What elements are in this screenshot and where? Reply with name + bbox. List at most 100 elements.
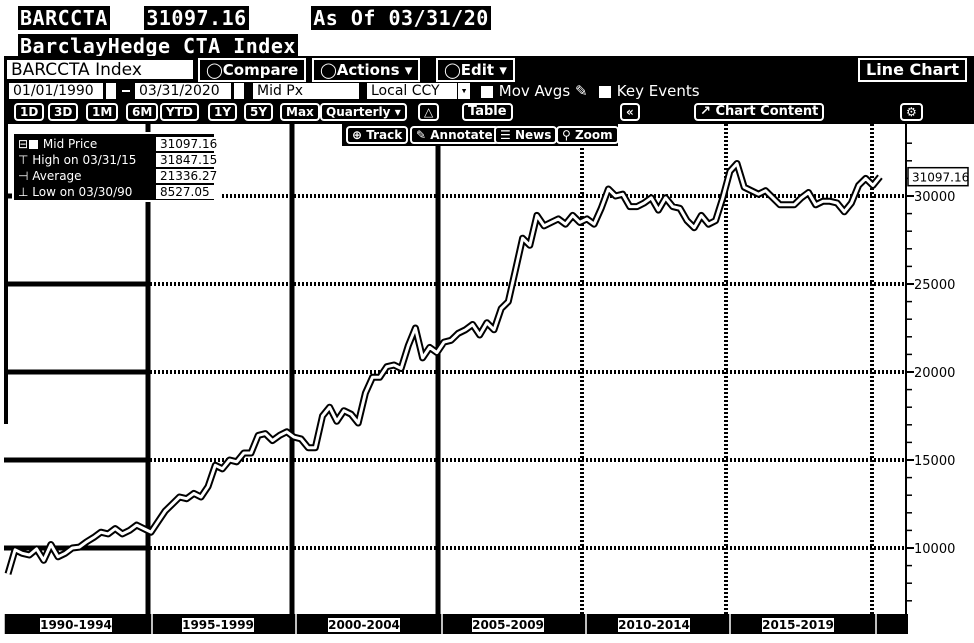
y-tick-label: 15000 — [914, 454, 955, 469]
x-tick-label-bg — [328, 618, 400, 632]
legend-value: 8527.05 — [156, 185, 222, 199]
y-tick-label: 10000 — [914, 542, 955, 557]
field-select[interactable]: Mid Px — [252, 82, 360, 100]
pencil-icon[interactable]: ✎ — [574, 82, 588, 100]
dropdown-arrow-icon: ▾ — [499, 61, 507, 79]
period-5y[interactable]: 5Y — [244, 103, 274, 121]
frequency-select[interactable]: Quarterly ▾ — [320, 103, 407, 121]
y-axis: 10000 15000 20000 25000 30000 31097.16 — [905, 124, 969, 618]
double-chevron-left-icon: « — [626, 105, 634, 119]
x-tick-label: 2010-2014 — [618, 618, 690, 632]
end-date-field[interactable]: 03/31/2020 — [134, 82, 232, 100]
image-icon: △ — [424, 105, 434, 119]
high-marker-icon: ⊤ — [18, 153, 29, 167]
compare-button[interactable]: ◯Compare — [198, 58, 307, 82]
chart-type-button[interactable]: Line Chart — [858, 58, 967, 82]
legend-row-high: ⊤ High on 03/31/15 — [18, 153, 136, 167]
key-events-label: Key Events — [616, 82, 700, 100]
dropdown-arrow-icon: ▾ — [394, 105, 401, 119]
legend-label: High on 03/31/15 — [32, 153, 137, 167]
x-tick-label-bg — [40, 618, 112, 632]
actions-label: Actions — [336, 61, 400, 79]
period-6m[interactable]: 6M — [126, 103, 159, 121]
news-icon: ☰ — [500, 128, 511, 142]
legend-row-mid-price[interactable]: ⊟ Mid Price — [18, 137, 97, 151]
annotate-icon: ✎ — [416, 128, 427, 142]
legend-row-low: ⊥ Low on 03/30/90 — [18, 185, 132, 199]
zoom-button[interactable]: ⚲ Zoom — [556, 126, 619, 144]
key-events-toggle[interactable]: Key Events — [598, 82, 700, 100]
legend-label: Mid Price — [42, 137, 98, 151]
x-tick-label-bg — [182, 618, 254, 632]
y-tick-label: 20000 — [914, 366, 955, 381]
x-tick-label: 2000-2004 — [328, 618, 400, 632]
mov-avgs-checkbox[interactable] — [480, 84, 494, 99]
legend-label: Average — [32, 169, 82, 183]
dropdown-arrow-icon: ▾ — [404, 61, 413, 79]
legend-row-average: ⊣ Average — [18, 169, 82, 183]
legend-checkbox[interactable] — [28, 139, 40, 150]
track-label: Track — [366, 128, 403, 142]
chart-content-icon: ↗ — [700, 104, 711, 119]
start-date-field[interactable]: 01/01/1990 — [8, 82, 104, 100]
legend-value: 21336.27 — [156, 169, 222, 183]
period-1m[interactable]: 1M — [86, 103, 119, 121]
actions-icon: ◯ — [320, 61, 337, 79]
mov-avgs-toggle[interactable]: Mov Avgs ✎ — [480, 82, 588, 100]
average-marker-icon: ⊣ — [18, 169, 29, 183]
title-line-2: BarclayHedge CTA Index — [18, 34, 298, 58]
zoom-label: Zoom — [574, 128, 613, 142]
period-1d[interactable]: 1D — [14, 103, 45, 121]
annotate-label: Annotate — [430, 128, 493, 142]
collapse-icon[interactable]: ⊟ — [18, 137, 29, 151]
security-field[interactable]: BARCCTA Index — [6, 59, 194, 80]
edit-label: Edit — [460, 61, 495, 79]
date-range-dash — [122, 90, 130, 92]
x-axis: 1990-1994 1995-1999 2000-2004 2005-2009 2010… — [3, 614, 908, 634]
series-line — [6, 162, 882, 575]
period-ytd[interactable]: YTD — [160, 103, 199, 121]
start-date-calendar-icon[interactable] — [106, 83, 116, 99]
news-label: News — [514, 128, 552, 142]
currency-dropdown-icon[interactable]: ▾ — [458, 83, 470, 99]
mov-avgs-label: Mov Avgs — [498, 82, 571, 100]
image-button[interactable]: △ — [418, 103, 440, 121]
last-value-label: 31097.16 — [144, 6, 249, 30]
collapse-button[interactable]: « — [620, 103, 640, 121]
y-tick-label: 25000 — [914, 278, 955, 293]
x-tick-label-bg — [618, 618, 690, 632]
legend-box: ⊟ Mid Price 31097.16 ⊤ High on 03/31/15 … — [12, 132, 222, 202]
edit-button[interactable]: ◯Edit ▾ — [436, 58, 515, 82]
annotate-button[interactable]: ✎ Annotate — [410, 126, 499, 144]
x-tick-label-bg — [762, 618, 834, 632]
title-line-1: BARCCTA 31097.16 As Of 03/31/20 — [18, 6, 491, 30]
legend-value: 31097.16 — [156, 137, 222, 151]
settings-button[interactable]: ⚙ — [900, 103, 923, 121]
period-3d[interactable]: 3D — [48, 103, 79, 121]
x-tick-label: 1990-1994 — [40, 618, 112, 632]
x-tick-label: 2015-2019 — [762, 618, 834, 632]
currency-select[interactable]: Local CCY — [366, 82, 458, 100]
chart-content-label: Chart Content — [715, 104, 819, 119]
chart-content-button[interactable]: ↗ Chart Content — [694, 103, 825, 121]
y-tick-label: 30000 — [914, 190, 955, 205]
x-tick-label-bg — [472, 618, 544, 632]
x-tick-label: 1995-1999 — [182, 618, 254, 632]
last-price-label: 31097.16 — [912, 171, 969, 185]
table-button[interactable]: Table — [462, 103, 513, 121]
actions-button[interactable]: ◯Actions ▾ — [312, 58, 421, 82]
track-button[interactable]: ⊕ Track — [346, 126, 409, 144]
news-button[interactable]: ☰ News — [494, 126, 558, 144]
as-of-label: As Of 03/31/20 — [311, 6, 491, 30]
frequency-label: Quarterly — [326, 105, 391, 119]
series-line-outline — [4, 160, 883, 575]
key-events-checkbox[interactable] — [598, 84, 612, 99]
period-1y[interactable]: 1Y — [208, 103, 238, 121]
index-name-label: BarclayHedge CTA Index — [18, 34, 298, 58]
legend-value: 31847.15 — [156, 153, 222, 167]
edit-icon: ◯ — [444, 61, 461, 79]
legend-label: Low on 03/30/90 — [32, 185, 133, 199]
period-max[interactable]: Max — [280, 103, 320, 121]
end-date-calendar-icon[interactable] — [234, 83, 244, 99]
